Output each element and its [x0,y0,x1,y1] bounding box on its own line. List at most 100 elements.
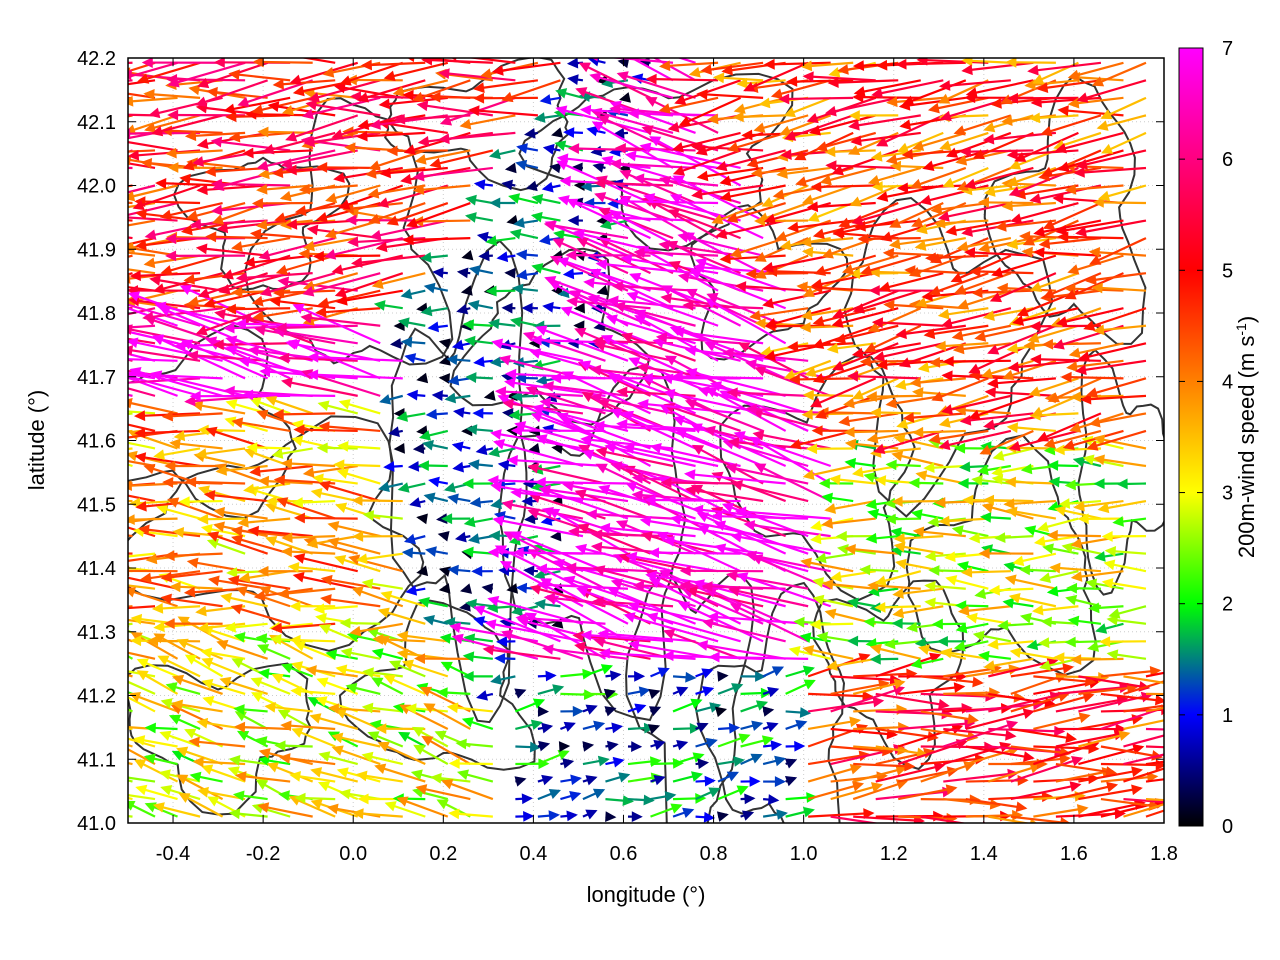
wind-arrow [550,372,651,384]
wind-arrow [1007,92,1079,104]
wind-arrow [940,647,989,660]
x-axis-ticks: -0.4 -0.2 0.0 0.2 0.4 0.6 0.8 1.0 1.2 1.4 1.6 1.8 [156,58,1178,865]
wind-arrow [393,113,471,125]
wind-arrow [137,61,201,84]
wind-arrow [1078,730,1131,748]
wind-arrow [438,338,451,349]
wind-arrow [859,564,899,576]
wind-arrow [908,254,967,278]
wind-arrow [275,322,358,334]
wind-arrow [637,398,741,415]
wind-arrow [128,584,156,590]
wind-arrow [410,769,449,783]
wind-arrow [339,61,404,86]
wind-arrow [414,653,471,664]
wind-arrow [135,784,178,801]
wind-arrow [965,798,1028,813]
wind-arrow [213,506,268,520]
wind-arrow [405,703,448,714]
wind-arrow [128,345,201,362]
wind-arrow [605,756,625,768]
wind-arrow [417,597,449,608]
wind-arrow [298,183,358,195]
wind-arrow [1031,394,1079,417]
wind-arrow [908,477,944,489]
wind-arrow [826,342,876,354]
wind-arrow [493,439,584,468]
wind-arrow [648,688,661,700]
wind-arrow [677,232,764,257]
wind-arrow [965,708,1035,731]
wind-arrow [250,677,291,695]
wind-arrow [972,630,1012,643]
wind-arrow [952,342,1011,355]
wind-arrow [870,149,921,162]
wind-arrow [740,671,767,682]
wind-arrow [1055,781,1119,801]
wind-arrow [867,307,922,333]
colorbar-tick-label: 5 [1222,260,1233,282]
wind-arrow [272,408,336,420]
wind-arrow [331,745,381,766]
wind-arrow [272,78,336,90]
wind-arrow [582,741,595,752]
wind-arrow [632,173,719,187]
wind-arrow [844,544,899,555]
wind-arrow [809,377,877,408]
wind-arrow [585,508,674,520]
wind-arrow [1033,692,1095,713]
wind-arrow [356,130,426,142]
wind-arrow [509,531,606,573]
wind-arrow [914,237,967,251]
wind-arrow [128,482,156,487]
y-tick-label: 41.4 [77,558,116,580]
wind-arrow [237,516,291,528]
wind-arrow [696,640,786,660]
wind-arrow [762,289,831,309]
wind-arrow [220,592,268,608]
wind-arrow [327,537,381,555]
wind-arrow [227,575,291,590]
wind-arrow [573,302,585,314]
wind-arrow [562,268,584,280]
wind-arrow [730,531,831,555]
wind-arrow [945,219,1012,236]
y-tick-label: 41.3 [77,622,116,644]
wind-arrow [1022,219,1079,246]
wind-arrow [1033,219,1102,237]
wind-arrow [976,464,1012,476]
wind-arrow [280,149,358,169]
wind-arrow [476,690,494,701]
wind-arrow [310,487,358,503]
wind-arrow [164,460,223,472]
wind-arrow [740,793,756,805]
wind-arrow [931,377,989,402]
wind-arrow [201,657,246,678]
wind-arrow [685,367,786,397]
wind-arrow [128,800,156,818]
wind-arrow [937,201,1012,222]
wind-arrow [413,744,449,765]
wind-arrow [1057,105,1124,117]
wind-arrow [1004,476,1056,488]
wind-arrow [793,616,831,628]
wind-arrow [515,159,539,171]
wind-arrow [1078,784,1143,801]
wind-arrow [672,752,705,766]
wind-arrow [336,468,381,485]
wind-arrow [838,202,899,228]
wind-arrow [786,76,854,87]
wind-arrow [1069,391,1124,403]
wind-arrow [762,740,783,751]
wind-arrow [494,653,516,664]
wind-arrow [128,441,156,450]
wind-arrow [745,359,831,380]
wind-arrow [708,651,809,663]
wind-arrow [142,307,223,323]
wind-arrow [915,470,967,485]
wind-arrow [412,166,493,182]
wind-arrow [206,538,246,555]
wind-arrow [632,580,719,592]
wind-arrow [141,58,223,68]
wind-arrow [1085,272,1147,286]
